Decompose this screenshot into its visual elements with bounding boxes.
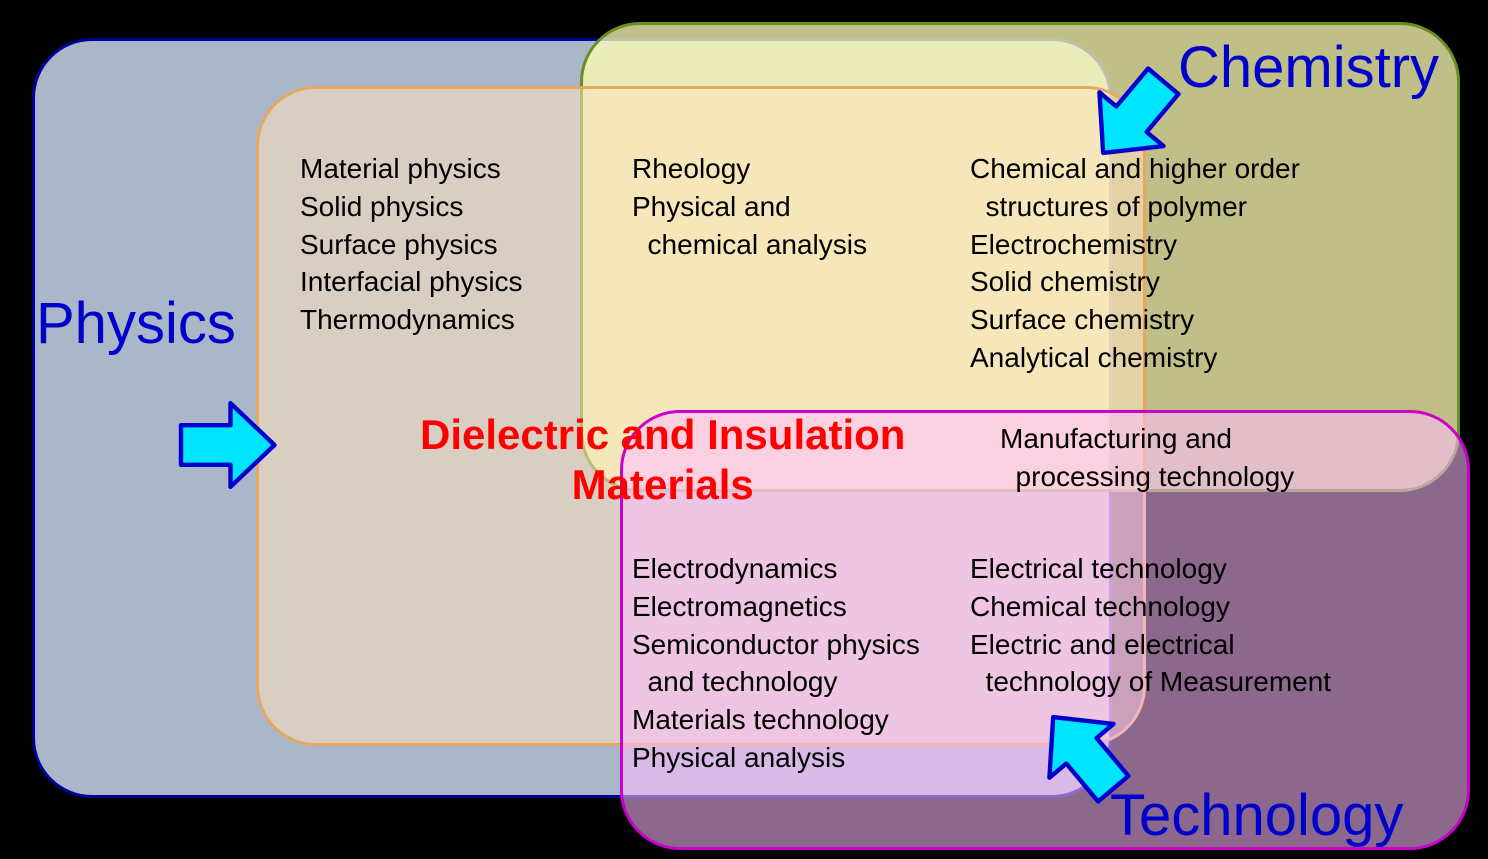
center-title-line1: Dielectric and Insulation xyxy=(420,411,905,458)
chemistry-technology-overlap-list: Manufacturing and processing technology xyxy=(1000,420,1294,496)
physics-arrow-icon xyxy=(170,390,280,500)
physics-technology-list: Electrodynamics Electromagnetics Semicon… xyxy=(632,550,920,777)
technology-label: Technology xyxy=(1110,782,1403,849)
center-title-line2: Materials xyxy=(572,461,754,508)
physics-chemistry-overlap-list: Rheology Physical and chemical analysis xyxy=(632,150,867,263)
chemistry-list: Chemical and higher order structures of … xyxy=(970,150,1300,377)
diagram-stage: Physics Chemistry Technology Dielectric … xyxy=(0,0,1488,859)
chemistry-label: Chemistry xyxy=(1178,34,1439,101)
technology-list: Electrical technology Chemical technolog… xyxy=(970,550,1331,701)
technology-arrow-icon xyxy=(1030,700,1140,810)
physics-list: Material physics Solid physics Surface p… xyxy=(300,150,523,339)
center-title: Dielectric and Insulation Materials xyxy=(420,410,905,511)
physics-label: Physics xyxy=(36,290,236,357)
